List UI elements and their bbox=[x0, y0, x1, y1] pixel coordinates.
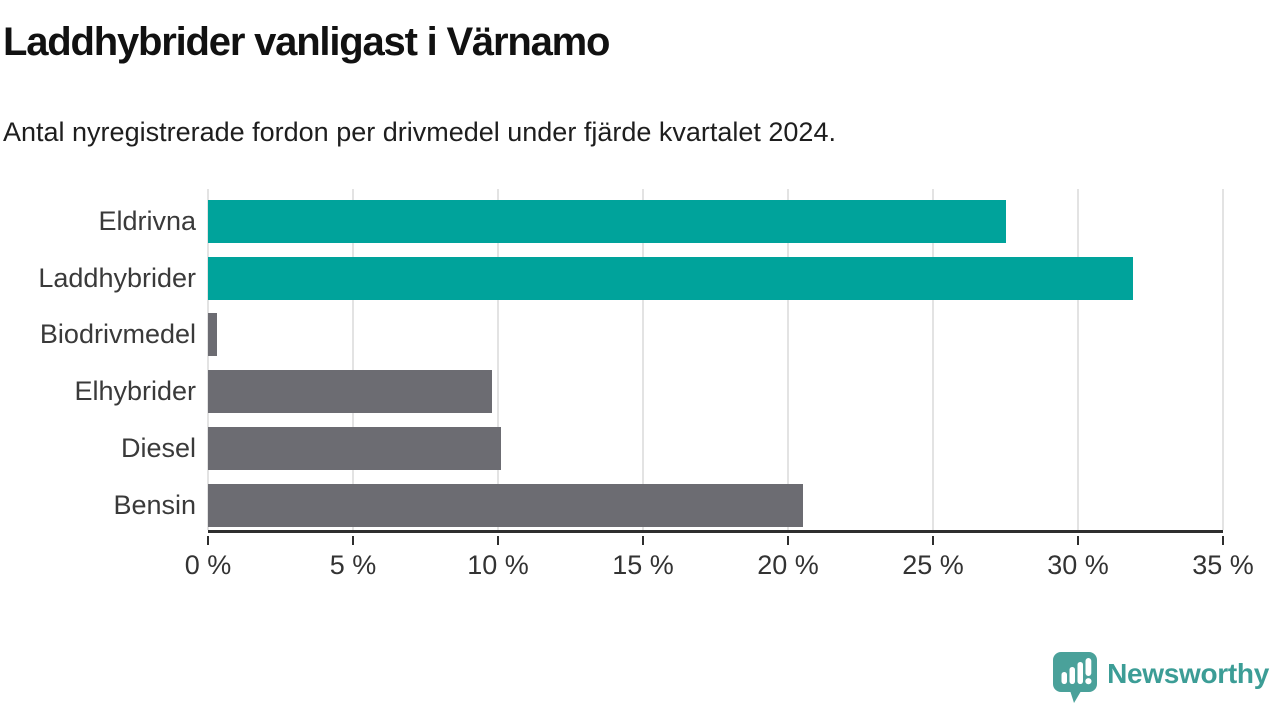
gridline-25 bbox=[932, 189, 934, 530]
x-tick-label-10: 10 % bbox=[467, 550, 529, 580]
x-tick-label-15: 15 % bbox=[612, 550, 674, 580]
gridline-35 bbox=[1222, 189, 1224, 530]
bar-chart: Laddhybrider vanligast i Värnamo Antal n… bbox=[0, 20, 1254, 598]
category-label-laddhybrider: Laddhybrider bbox=[38, 262, 196, 293]
x-tick-label-20: 20 % bbox=[757, 550, 819, 580]
bar-biodrivmedel bbox=[208, 313, 217, 357]
newsworthy-logo[interactable]: Newsworthy bbox=[1052, 651, 1269, 704]
newsworthy-logo-text: Newsworthy bbox=[1107, 657, 1269, 689]
chart-title: Laddhybrider vanligast i Värnamo bbox=[3, 20, 610, 64]
category-label-elhybrider: Elhybrider bbox=[74, 376, 196, 407]
category-label-diesel: Diesel bbox=[120, 432, 196, 463]
plot-area bbox=[207, 189, 1224, 533]
gridline-20 bbox=[787, 189, 789, 530]
x-tick-label-25: 25 % bbox=[902, 550, 964, 580]
bar-laddhybrider bbox=[208, 256, 1134, 300]
x-tick-35 bbox=[1222, 536, 1224, 545]
x-tick-label-35: 35 % bbox=[1192, 550, 1254, 580]
category-axis: Eldrivna Laddhybrider Biodrivmedel Elhybrid… bbox=[0, 189, 196, 533]
x-tick-0 bbox=[207, 536, 209, 545]
newsworthy-chart-bubble-icon bbox=[1053, 652, 1098, 703]
bar-diesel bbox=[208, 426, 501, 470]
gridline-30 bbox=[1077, 189, 1079, 530]
x-tick-label-0: 0 % bbox=[184, 550, 232, 580]
x-tick-15 bbox=[642, 536, 644, 545]
category-label-eldrivna: Eldrivna bbox=[98, 206, 196, 236]
x-tick-label-30: 30 % bbox=[1047, 550, 1109, 580]
x-tick-25 bbox=[932, 536, 934, 545]
chart-subtitle: Antal nyregistrerade fordon per drivmede… bbox=[3, 117, 836, 147]
x-tick-30 bbox=[1077, 536, 1079, 545]
bar-eldrivna bbox=[208, 200, 1006, 243]
gridline-10 bbox=[497, 189, 499, 530]
x-tick-20 bbox=[787, 536, 789, 545]
x-tick-label-5: 5 % bbox=[329, 550, 377, 580]
x-tick-10 bbox=[497, 536, 499, 545]
gridline-15 bbox=[642, 189, 644, 530]
category-label-biodrivmedel: Biodrivmedel bbox=[39, 319, 196, 350]
value-axis: 0 % 5 % 10 % 15 % 20 % 25 % 30 % 35 % bbox=[185, 536, 1254, 598]
bar-bensin bbox=[208, 483, 803, 527]
category-label-bensin: Bensin bbox=[113, 489, 196, 520]
x-tick-5 bbox=[352, 536, 354, 545]
bar-elhybrider bbox=[208, 370, 493, 414]
gridline-5 bbox=[352, 189, 354, 530]
gridline-0 bbox=[207, 189, 209, 530]
